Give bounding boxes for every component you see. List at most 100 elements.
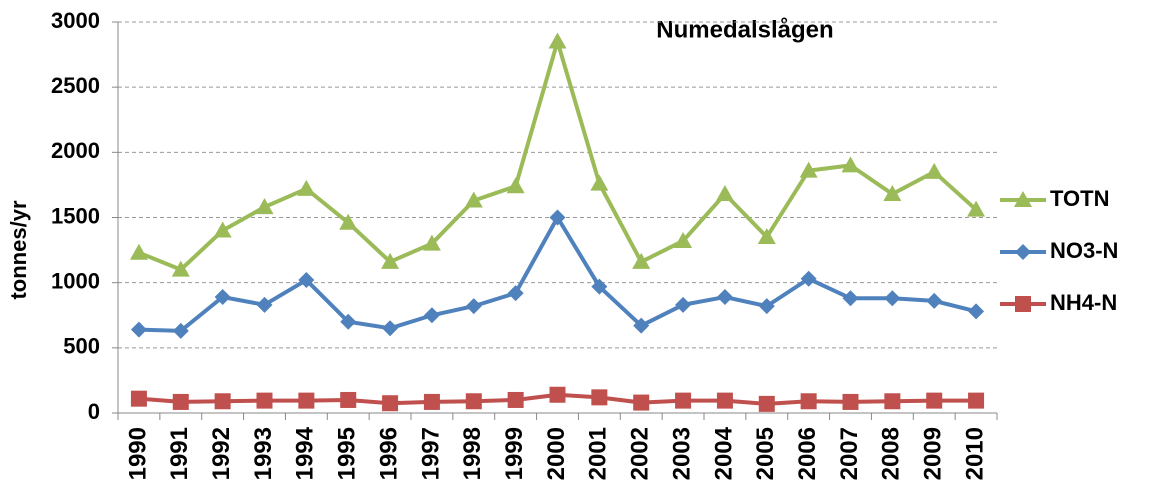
data-point — [842, 393, 859, 410]
y-tick-label: 0 — [88, 399, 100, 424]
x-tick-label: 2005 — [752, 427, 779, 480]
data-point — [883, 185, 902, 202]
series-line — [138, 34, 978, 272]
data-point — [464, 191, 483, 208]
data-point — [297, 179, 316, 196]
data-point — [423, 307, 440, 324]
data-point — [465, 393, 482, 410]
data-point — [757, 228, 776, 245]
data-point — [214, 393, 231, 410]
x-tick-label: 2002 — [627, 427, 654, 480]
legend-label: TOTN — [1050, 186, 1109, 211]
y-axis-label: tonnes/yr — [6, 200, 31, 299]
data-point — [800, 393, 817, 410]
x-tick-label: 2007 — [836, 427, 863, 480]
data-point — [171, 260, 190, 277]
x-tick-label: 1994 — [292, 426, 319, 480]
data-point — [799, 161, 818, 178]
data-point — [633, 317, 650, 334]
data-point — [884, 290, 901, 307]
x-tick-label: 2003 — [668, 427, 695, 480]
data-point — [884, 393, 901, 410]
data-point — [422, 234, 441, 251]
data-point — [968, 392, 985, 409]
data-point — [256, 296, 273, 313]
x-tick-label: 2001 — [585, 427, 612, 480]
data-point — [842, 290, 859, 307]
data-point — [925, 162, 944, 179]
x-tick-label: 1992 — [208, 427, 235, 480]
x-tick-label: 1993 — [250, 427, 277, 480]
data-point — [465, 298, 482, 315]
data-point — [339, 213, 358, 230]
data-point — [298, 272, 315, 289]
x-tick-label: 2000 — [543, 427, 570, 480]
data-point — [549, 209, 566, 226]
x-tick-label: 2009 — [920, 427, 947, 480]
data-point — [967, 200, 986, 217]
chart-title: Numedalslågen — [656, 16, 833, 43]
data-point — [381, 252, 400, 269]
data-point — [632, 252, 651, 269]
data-point — [591, 278, 608, 295]
x-tick-label: 1996 — [375, 427, 402, 480]
data-point — [214, 289, 231, 306]
data-point — [172, 322, 189, 339]
data-point — [548, 32, 567, 49]
data-point — [633, 394, 650, 411]
y-tick-label: 2500 — [51, 73, 100, 98]
data-point — [591, 389, 608, 406]
data-point — [968, 303, 985, 320]
x-tick-label: 1999 — [501, 427, 528, 480]
data-point — [506, 177, 525, 194]
legend-label: NO3-N — [1050, 238, 1118, 263]
data-point — [926, 392, 943, 409]
data-point — [298, 392, 315, 409]
data-point — [758, 298, 775, 315]
x-tick-label: 2008 — [878, 427, 905, 480]
data-point — [507, 391, 524, 408]
data-point — [549, 386, 566, 403]
data-point — [675, 392, 692, 409]
legend-marker — [1014, 191, 1032, 207]
data-point — [130, 321, 147, 338]
data-point — [256, 392, 273, 409]
data-point — [340, 313, 357, 330]
x-tick-label: 2010 — [961, 427, 988, 480]
series-line — [138, 213, 977, 333]
data-point — [423, 393, 440, 410]
data-point — [507, 285, 524, 302]
x-tick-label: 1991 — [166, 427, 193, 480]
y-tick-label: 1000 — [51, 268, 100, 293]
x-tick-label: 2004 — [710, 426, 737, 480]
data-point — [255, 198, 274, 215]
data-point — [800, 270, 817, 287]
data-point — [674, 231, 693, 248]
data-point — [716, 289, 733, 306]
data-point — [841, 156, 860, 173]
data-point — [926, 292, 943, 309]
x-tick-label: 2006 — [794, 427, 821, 480]
data-point — [130, 390, 147, 407]
x-tick-label: 1998 — [459, 427, 486, 480]
y-tick-label: 500 — [63, 334, 100, 359]
legend-marker — [1015, 244, 1031, 260]
data-point — [758, 395, 775, 412]
x-tick-label: 1997 — [417, 427, 444, 480]
data-point — [716, 392, 733, 409]
data-point — [715, 185, 734, 202]
data-point — [675, 296, 692, 313]
y-tick-label: 2000 — [51, 138, 100, 163]
data-point — [340, 391, 357, 408]
data-point — [590, 174, 609, 191]
x-tick-label: 1990 — [124, 427, 151, 480]
y-tick-label: 3000 — [51, 8, 100, 33]
legend-marker — [1015, 296, 1031, 312]
y-tick-label: 1500 — [51, 203, 100, 228]
data-point — [172, 393, 189, 410]
data-point — [213, 221, 232, 238]
legend-label: NH4-N — [1050, 290, 1117, 315]
data-point — [382, 320, 399, 337]
data-point — [129, 243, 148, 260]
